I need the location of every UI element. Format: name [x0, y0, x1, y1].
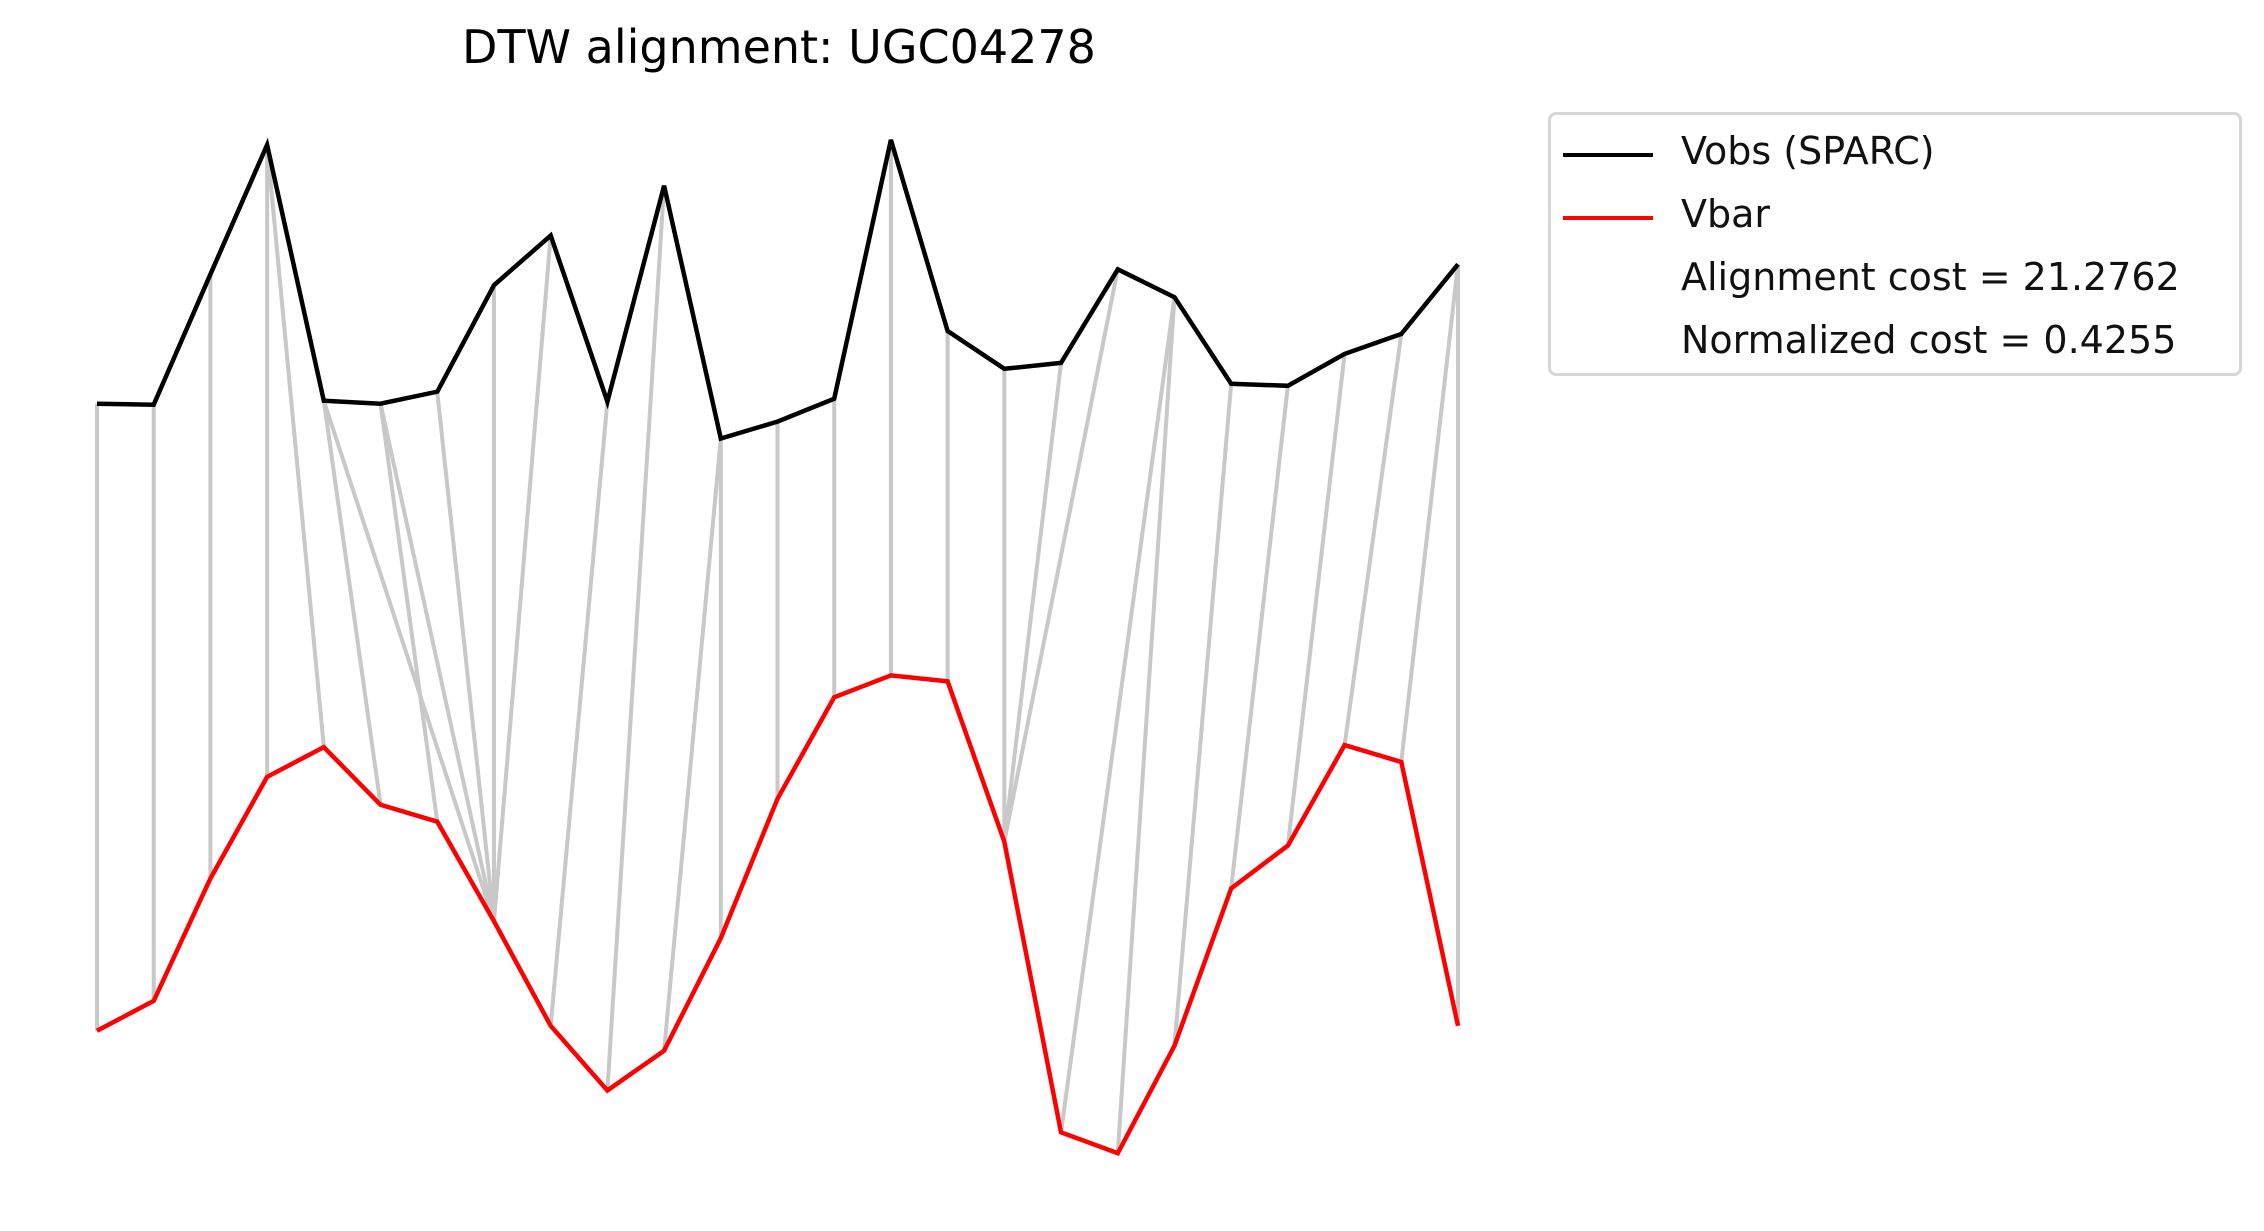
alignment-line-29	[1399, 264, 1460, 763]
alignment-line-7	[378, 403, 440, 823]
legend-item-vbar: Vbar	[1551, 186, 2239, 248]
alignment-line-28	[1342, 333, 1404, 746]
alignment-line-11	[491, 235, 553, 922]
legend: Vobs (SPARC) Vbar Alignment cost = 21.27…	[1548, 112, 2242, 376]
legend-label-normalized-cost: Normalized cost = 0.4255	[1681, 318, 2177, 362]
alignment-line-22	[1002, 268, 1120, 843]
alignment-line-23	[1059, 296, 1177, 1133]
legend-swatch-vobs	[1563, 153, 1653, 157]
legend-swatch-vbar	[1563, 216, 1653, 220]
series-lines	[95, 137, 1461, 1156]
legend-label-vobs: Vobs (SPARC)	[1681, 129, 1935, 173]
alignment-line-9	[435, 391, 496, 922]
legend-label-vbar: Vbar	[1681, 192, 1771, 236]
legend-item-normalized-cost: Normalized cost = 0.4255	[1551, 312, 2239, 374]
alignment-lines	[95, 139, 1460, 1154]
alignment-line-13	[605, 185, 667, 1091]
alignment-line-4	[265, 144, 326, 748]
alignment-line-8	[378, 403, 496, 922]
alignment-line-12	[548, 401, 610, 1026]
legend-item-vobs: Vobs (SPARC)	[1551, 123, 2239, 185]
series-line-vobs	[96, 137, 1460, 442]
chart-title: DTW alignment: UGC04278	[462, 20, 1096, 74]
alignment-line-24	[1115, 297, 1177, 1154]
alignment-line-26	[1229, 385, 1290, 889]
alignment-line-5	[321, 400, 383, 806]
alignment-line-14	[662, 438, 723, 1051]
alignment-line-21	[1002, 362, 1064, 842]
series-line-vbar	[95, 673, 1461, 1156]
alignment-line-6	[321, 400, 496, 922]
alignment-line-27	[1285, 353, 1347, 846]
legend-label-alignment-cost: Alignment cost = 21.2762	[1681, 255, 2180, 299]
alignment-line-25	[1172, 383, 1234, 1046]
legend-item-alignment-cost: Alignment cost = 21.2762	[1551, 249, 2239, 311]
